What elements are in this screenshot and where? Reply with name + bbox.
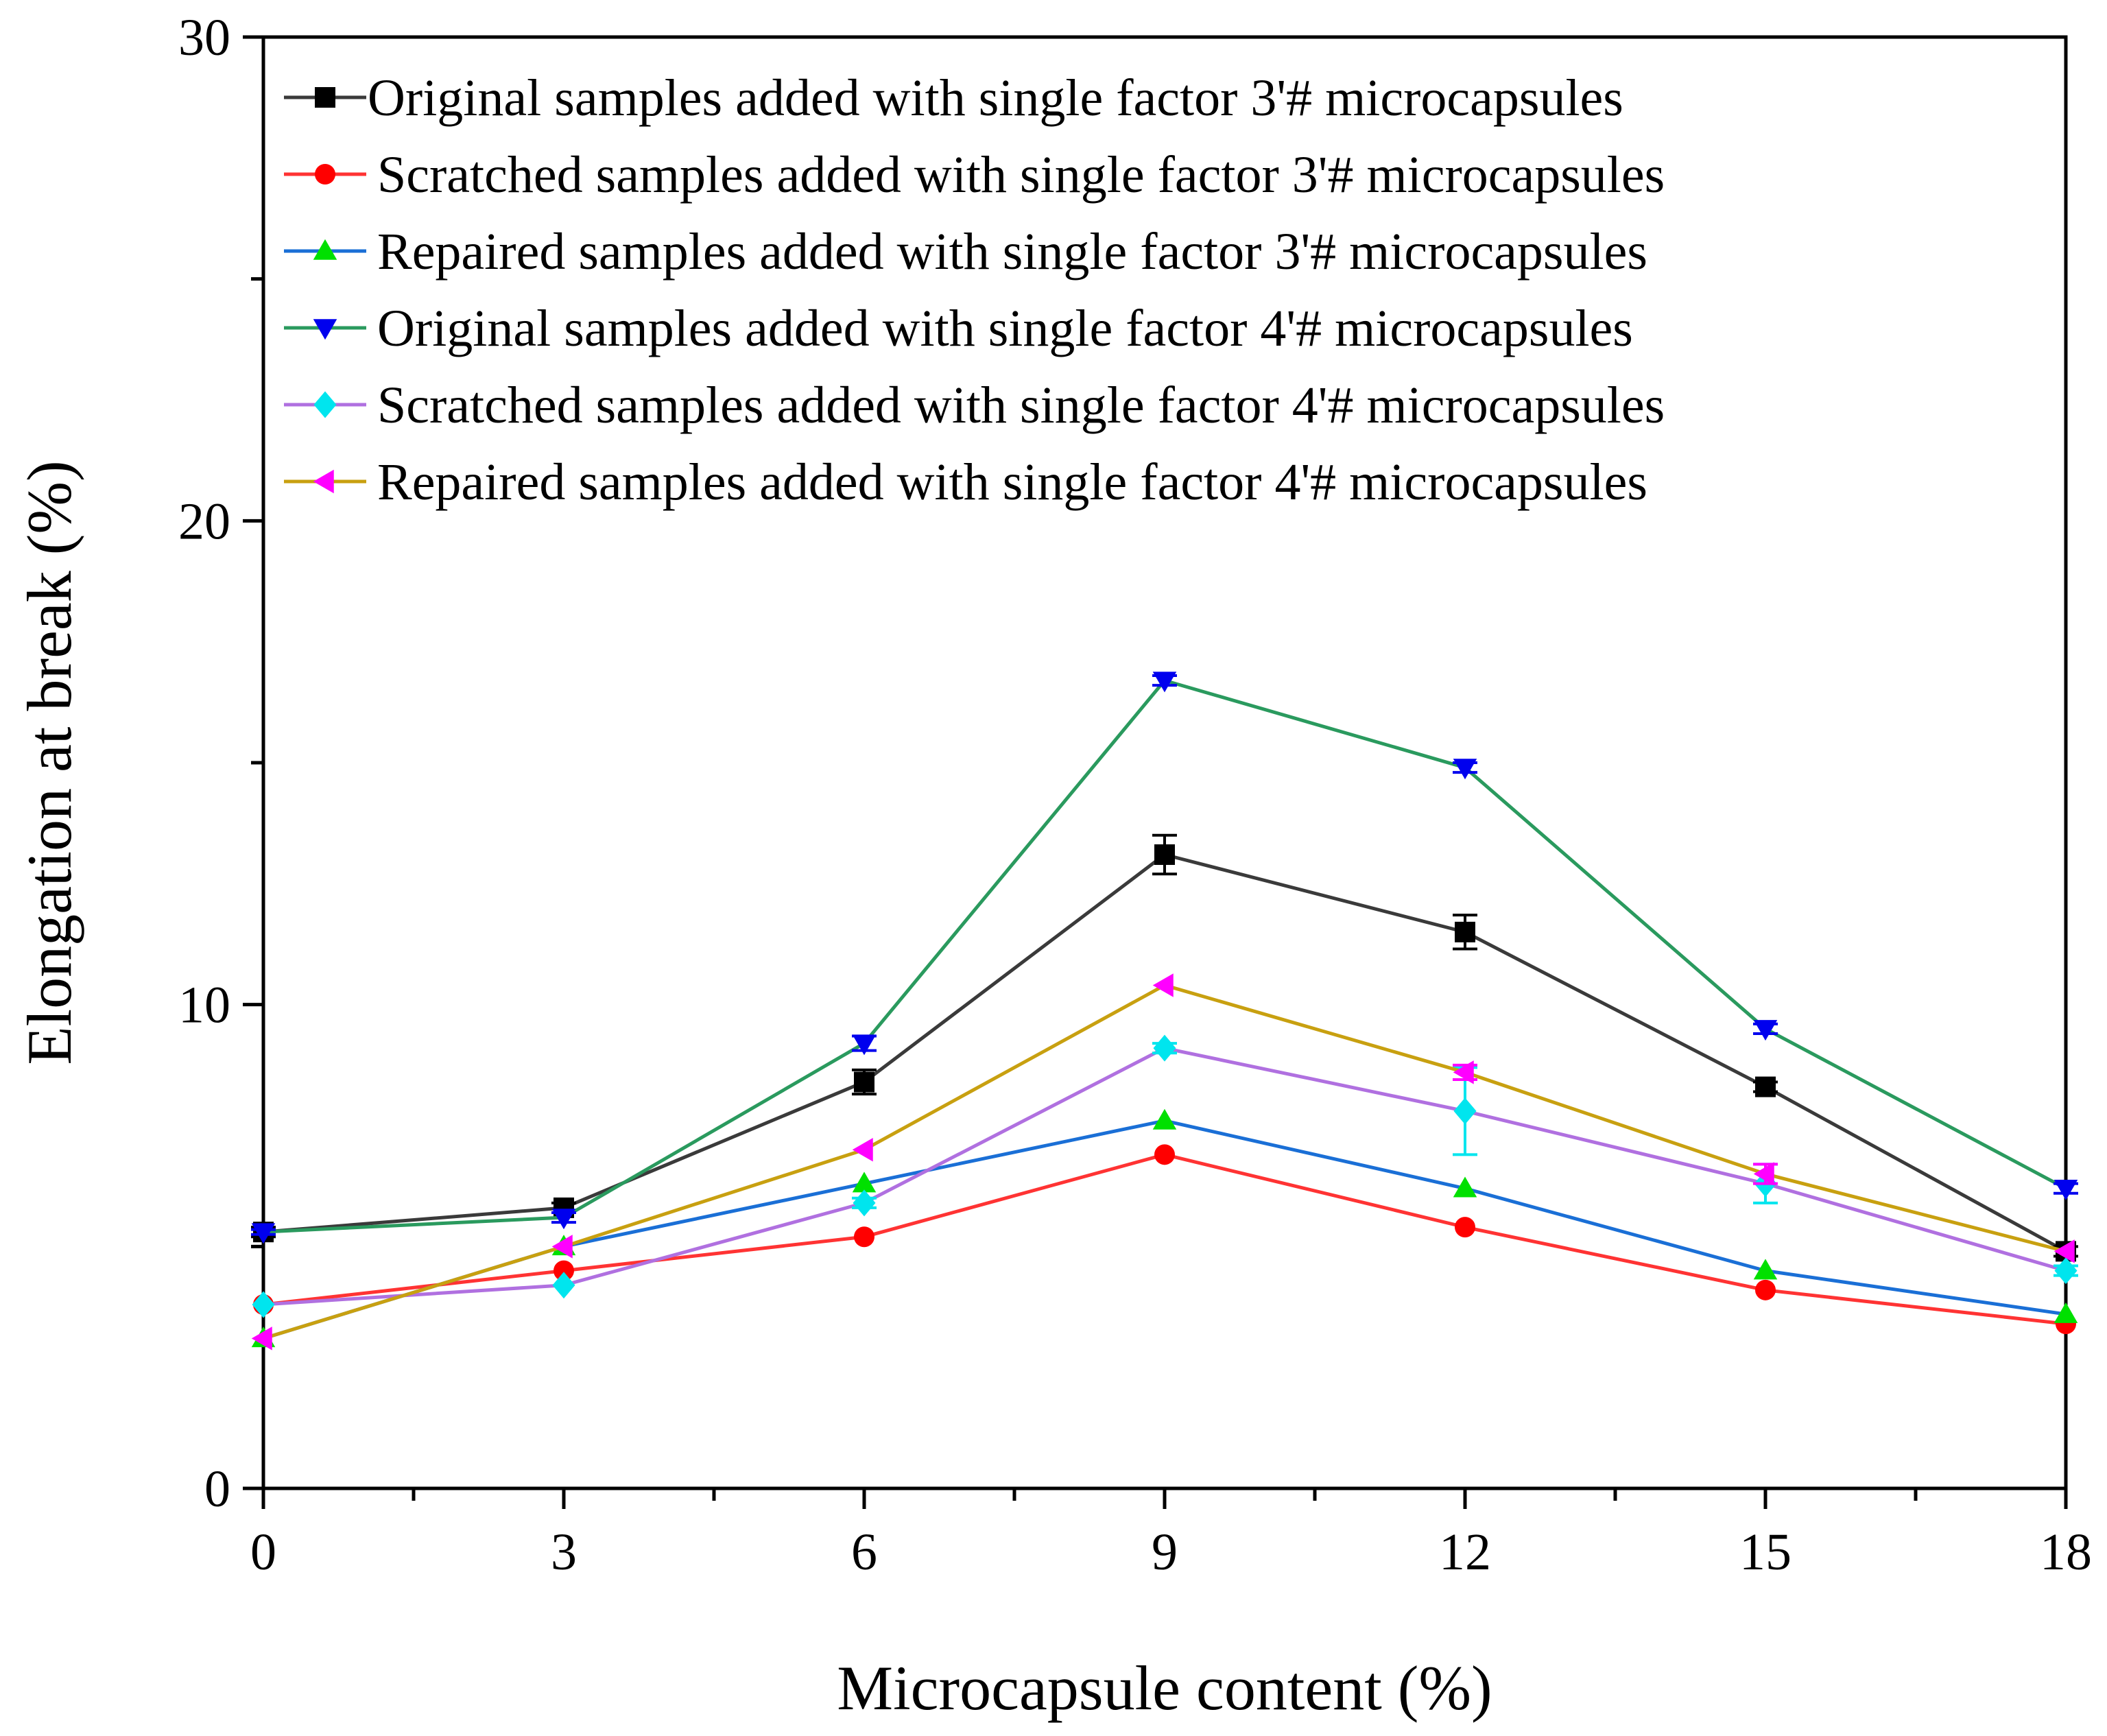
marker-triangle-up <box>2054 1302 2078 1323</box>
legend-item-6: Repaired samples added with single facto… <box>284 453 1647 511</box>
marker-triangle-down <box>1152 671 1177 693</box>
marker-triangle-up <box>1152 1108 1177 1130</box>
marker-triangle-down <box>2054 1179 2078 1200</box>
marker-triangle-left <box>551 1235 573 1259</box>
legend: Original samples added with single facto… <box>284 69 1665 511</box>
marker-triangle-left <box>313 469 334 494</box>
marker-triangle-down <box>852 1034 877 1056</box>
legend-item-4: Original samples added with single facto… <box>284 300 1633 357</box>
marker-triangle-down <box>1753 1020 1778 1041</box>
x-axis: 0 3 6 9 12 15 18 <box>250 1488 2092 1581</box>
legend-label: Repaired samples added with single facto… <box>377 453 1647 511</box>
marker-diamond <box>552 1272 575 1299</box>
legend-label: Scratched samples added with single fact… <box>377 377 1665 434</box>
y-tick-label: 20 <box>178 492 230 550</box>
legend-item-2: Scratched samples added with single fact… <box>284 146 1665 204</box>
marker-diamond <box>1453 1097 1477 1125</box>
marker-triangle-left <box>852 1138 873 1162</box>
marker-triangle-up <box>1453 1176 1477 1198</box>
marker-triangle-left <box>1753 1162 1774 1186</box>
marker-circle <box>1755 1279 1776 1300</box>
marker-square <box>854 1071 874 1093</box>
marker-square <box>1755 1076 1776 1097</box>
series-line <box>263 1046 2067 1307</box>
legend-label: Repaired samples added with single facto… <box>377 223 1647 281</box>
marker-square <box>1455 921 1475 942</box>
legend-label: Original samples added with single facto… <box>368 69 1623 127</box>
marker-triangle-down <box>1453 759 1477 780</box>
x-tick-label: 15 <box>1739 1523 1791 1581</box>
marker-triangle-up <box>1753 1259 1778 1280</box>
marker-triangle-left <box>1152 973 1174 997</box>
marker-diamond <box>1153 1034 1176 1062</box>
x-axis-title: Microcapsule content (%) <box>837 1653 1492 1723</box>
marker-circle <box>553 1260 574 1281</box>
series-6 <box>251 973 2075 1351</box>
y-tick-label: 30 <box>178 9 230 67</box>
marker-triangle-left <box>251 1327 272 1351</box>
y-axis: 0 10 20 30 <box>178 9 263 1518</box>
marker-square <box>1154 844 1175 866</box>
marker-triangle-down <box>251 1223 276 1244</box>
marker-triangle-down <box>551 1209 576 1230</box>
x-tick-label: 0 <box>250 1523 276 1581</box>
marker-triangle-up <box>313 239 337 260</box>
marker-diamond <box>313 391 337 418</box>
y-axis-title: Elongation at break (%) <box>14 460 84 1065</box>
legend-label: Original samples added with single facto… <box>377 300 1633 357</box>
y-tick-label: 10 <box>178 977 230 1034</box>
x-tick-label: 3 <box>551 1523 577 1581</box>
marker-triangle-left <box>2054 1239 2075 1263</box>
marker-diamond <box>2054 1257 2078 1285</box>
marker-circle <box>854 1226 874 1248</box>
x-tick-label: 9 <box>1152 1523 1178 1581</box>
marker-triangle-left <box>1453 1060 1474 1084</box>
legend-item-5: Scratched samples added with single fact… <box>284 377 1665 434</box>
marker-triangle-up <box>852 1172 877 1193</box>
series-4 <box>251 671 2078 1244</box>
legend-label: Scratched samples added with single fact… <box>377 146 1665 204</box>
marker-circle <box>1154 1144 1175 1165</box>
legend-item-1: Original samples added with single facto… <box>284 69 1623 127</box>
x-tick-label: 18 <box>2040 1523 2092 1581</box>
legend-item-3: Repaired samples added with single facto… <box>284 223 1647 281</box>
marker-circle <box>1455 1217 1475 1238</box>
x-tick-label: 6 <box>851 1523 877 1581</box>
y-tick-label: 0 <box>204 1460 230 1518</box>
marker-circle <box>315 164 335 185</box>
marker-triangle-down <box>313 319 337 340</box>
series-2 <box>253 1144 2076 1335</box>
marker-square <box>315 87 335 108</box>
x-tick-label: 12 <box>1439 1523 1491 1581</box>
series-layer <box>251 671 2078 1351</box>
marker-diamond <box>252 1291 275 1318</box>
marker-diamond <box>853 1189 876 1217</box>
